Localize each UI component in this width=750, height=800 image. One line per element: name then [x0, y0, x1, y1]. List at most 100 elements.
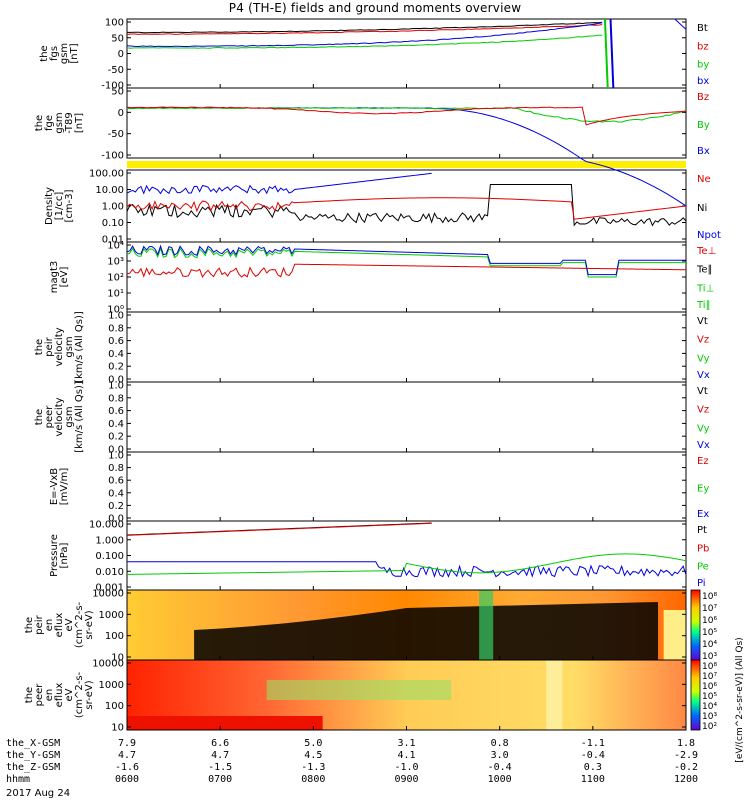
trace-te: [126, 263, 687, 278]
legend-label-Pe: Pe: [697, 562, 709, 573]
legend-label-By: By: [697, 120, 710, 131]
x-axis-value: -0.2: [673, 762, 699, 773]
x-axis-value: 4.1: [397, 750, 416, 761]
y-tick-label: 0.4: [108, 488, 124, 499]
trace-bx: [126, 22, 603, 48]
y-tick-label: 0: [118, 108, 124, 119]
legend-label-Ez: Ez: [697, 456, 709, 467]
x-axis-value: -0.4: [487, 762, 512, 773]
panel-frame-density: [126, 169, 687, 243]
y-tick-label: 100.00: [89, 169, 124, 180]
spectrogram-band: [663, 610, 686, 660]
x-axis-value: 1200: [673, 774, 699, 785]
colorbar-label: [eV/(cm^2-s-sr-eV)] (All Qs): [735, 637, 745, 762]
x-axis-value: 4.5: [304, 750, 323, 761]
colorbar-tick-label: 10⁵: [702, 628, 717, 638]
x-axis-value: 1000: [487, 774, 512, 785]
trace-spike: [609, 18, 615, 89]
y-axis-label: [eV]: [59, 267, 70, 288]
trace-bt: [126, 21, 603, 34]
trace-bx-end: [674, 18, 687, 30]
mode-bar: [127, 161, 686, 168]
x-axis-value: -0.4: [580, 750, 605, 761]
colorbar-tick-label: 10⁷: [702, 672, 717, 682]
y-axis-label: E=-VxB: [49, 468, 60, 505]
x-axis-value: 0900: [394, 774, 419, 785]
x-axis-value: 0800: [301, 774, 326, 785]
y-tick-label: 0.010: [95, 567, 124, 578]
legend-label-Te∥: Te∥: [696, 265, 713, 276]
y-axis-label: eV: [64, 688, 75, 701]
panel-frame-peer_velocity: [126, 381, 687, 453]
x-axis-value: 3.0: [490, 750, 509, 761]
x-axis-row-name: the_Z-GSM: [6, 762, 61, 773]
y-tick-label: 1.0: [108, 311, 124, 322]
y-tick-label: 0.0: [108, 445, 124, 456]
x-axis-value: 0600: [114, 774, 140, 785]
y-axis-label: fgs: [49, 46, 60, 61]
x-axis-value: -1.3: [301, 762, 326, 773]
y-tick-label: 10³: [107, 257, 124, 268]
legend-label-Vx: Vx: [697, 370, 710, 381]
colorbar-tick-label: 10⁴: [702, 640, 717, 650]
legend-label-Vy: Vy: [697, 353, 710, 364]
legend-label-Ne: Ne: [697, 174, 711, 185]
low-count-region: [194, 602, 659, 660]
y-tick-label: 10000: [92, 659, 124, 670]
x-axis-row-name: the_X-GSM: [6, 738, 61, 749]
y-tick-label: 0.2: [108, 362, 124, 373]
y-axis-label: [km/s (All Qs)]: [74, 311, 85, 383]
trace-ti: [126, 246, 686, 278]
legend-label-Vy: Vy: [697, 423, 710, 434]
y-axis-label: [cm-3]: [64, 189, 75, 222]
x-axis-value: -2.9: [673, 750, 699, 761]
y-axis-label: eflux: [54, 683, 65, 708]
legend-label-Ti⊥: Ti⊥: [696, 283, 714, 294]
legend-label-bx: bx: [697, 76, 709, 87]
trace-bz: [126, 23, 603, 35]
y-axis-label: en: [44, 689, 55, 702]
trace-ne: [126, 197, 687, 220]
y-tick-label: 1.0: [108, 451, 124, 462]
colorbar-tick-label: 10⁵: [702, 692, 717, 702]
trace-npot: [126, 172, 432, 195]
y-tick-label: 0.6: [108, 476, 124, 487]
legend-label-Vt: Vt: [697, 386, 708, 397]
trace-ni: [126, 184, 687, 227]
legend-label-Pt: Pt: [697, 525, 707, 536]
y-axis-label: the: [34, 339, 45, 355]
y-tick-label: -50: [108, 65, 124, 76]
legend-label-Ex: Ex: [697, 509, 709, 520]
y-tick-label: 10.000: [89, 520, 124, 531]
legend-label-Npot: Npot: [697, 230, 721, 241]
y-tick-label: 1.0: [108, 381, 124, 392]
y-tick-label: 0.0: [108, 375, 124, 386]
y-tick-label: 0.0: [108, 514, 124, 525]
y-tick-label: -100: [101, 81, 124, 92]
y-axis-label: fge: [44, 115, 55, 131]
spectrogram-band: [479, 590, 494, 660]
y-tick-label: 0.001: [95, 583, 124, 594]
legend-label-Bx: Bx: [697, 146, 710, 157]
y-tick-label: 0.2: [108, 501, 124, 512]
page-title: P4 (TH-E) fields and ground moments over…: [228, 1, 522, 15]
trace-spike: [603, 18, 609, 89]
y-tick-label: 0.10: [102, 218, 124, 229]
y-axis-label: gsm: [64, 336, 75, 357]
legend-label-bz: bz: [697, 41, 709, 52]
legend-label-Vz: Vz: [697, 405, 709, 416]
x-axis-row-name: hhmm: [6, 774, 31, 785]
y-tick-label: 0.8: [108, 463, 124, 474]
x-axis-row-name: the_Y-GSM: [6, 750, 61, 761]
y-tick-label: 100: [105, 701, 124, 712]
legend-label-Vx: Vx: [697, 440, 710, 451]
colorbar-tick-label: 10³: [702, 712, 717, 722]
colorbar: [690, 659, 701, 731]
y-axis-label: Pressure: [49, 534, 60, 577]
trace-by: [126, 107, 687, 123]
y-tick-label: 0.2: [108, 432, 124, 443]
trace-ti-par: [126, 244, 686, 276]
colorbar-tick-label: 10⁸: [702, 592, 717, 602]
x-axis-value: -1.6: [114, 762, 140, 773]
colorbar-tick-label: 10²: [702, 722, 717, 732]
